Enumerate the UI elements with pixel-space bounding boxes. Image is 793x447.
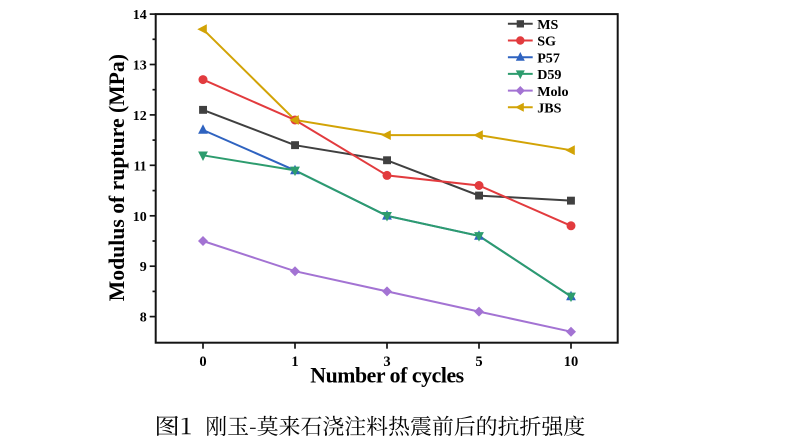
- svg-text:D59: D59: [537, 67, 561, 83]
- svg-text:9: 9: [140, 260, 147, 275]
- svg-text:MS: MS: [537, 17, 558, 33]
- svg-text:5: 5: [475, 354, 482, 370]
- svg-text:13: 13: [133, 59, 147, 74]
- svg-text:10: 10: [133, 210, 147, 225]
- svg-text:1: 1: [291, 354, 298, 370]
- svg-text:10: 10: [564, 354, 579, 370]
- svg-text:P57: P57: [537, 50, 560, 66]
- svg-text:Molo: Molo: [537, 84, 568, 100]
- svg-text:14: 14: [133, 8, 147, 23]
- svg-text:Number of cycles: Number of cycles: [310, 363, 463, 387]
- svg-text:Modulus of rupture (MPa): Modulus of rupture (MPa): [105, 54, 129, 301]
- svg-text:JBS: JBS: [537, 101, 561, 117]
- svg-text:SG: SG: [537, 34, 556, 50]
- svg-text:3: 3: [383, 354, 390, 370]
- svg-text:0: 0: [199, 354, 206, 370]
- svg-text:8: 8: [140, 311, 147, 326]
- svg-text:11: 11: [133, 159, 146, 174]
- svg-text:12: 12: [133, 109, 147, 124]
